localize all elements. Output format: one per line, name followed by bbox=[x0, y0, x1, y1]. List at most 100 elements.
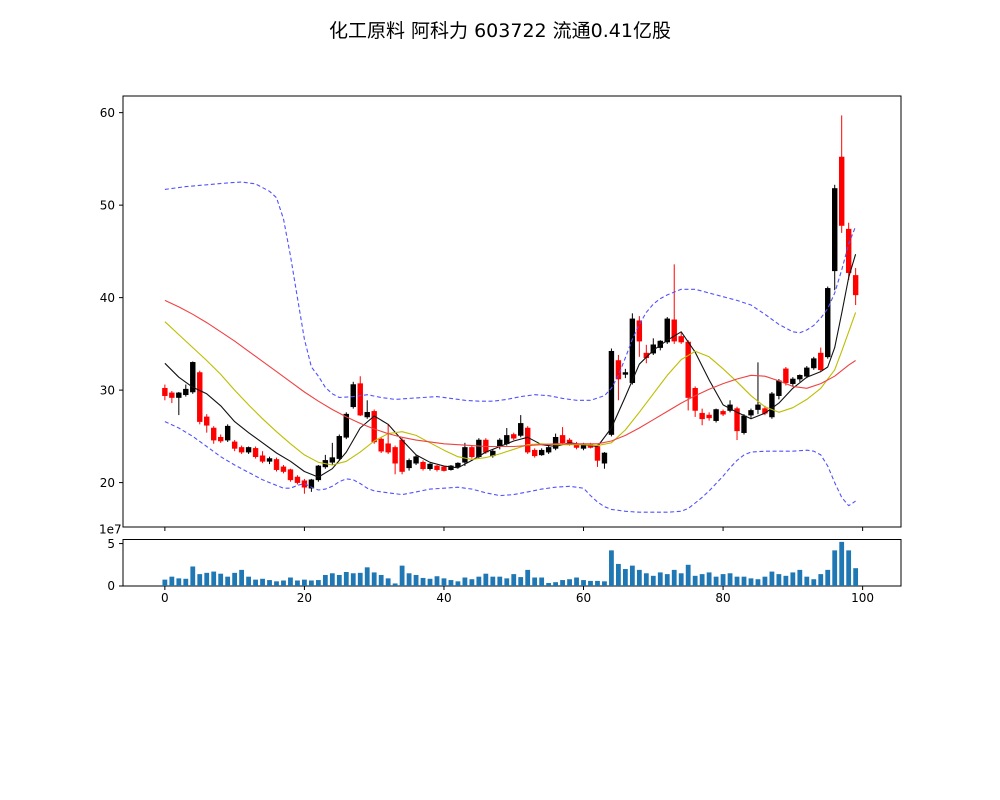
volume-bar bbox=[406, 573, 412, 586]
volume-bar bbox=[776, 574, 782, 586]
candle-down bbox=[294, 475, 301, 485]
candle-body bbox=[406, 460, 412, 469]
volume-bar bbox=[567, 579, 572, 586]
candle-body bbox=[448, 465, 454, 470]
volume-bar bbox=[636, 569, 642, 586]
candle-up bbox=[224, 424, 231, 442]
volume-bar bbox=[539, 577, 545, 586]
volume-bar bbox=[622, 569, 628, 586]
volume-bar bbox=[441, 578, 447, 586]
candle-down bbox=[392, 445, 398, 475]
volume-bar bbox=[664, 574, 670, 586]
volume-bar bbox=[769, 571, 775, 586]
candle-body bbox=[217, 436, 224, 442]
candle-down bbox=[280, 465, 287, 474]
volume-bar bbox=[190, 566, 196, 586]
volume-bar bbox=[281, 580, 286, 586]
volume-bar bbox=[727, 573, 733, 586]
volume-bar bbox=[246, 576, 251, 586]
x-tick-label: 100 bbox=[851, 591, 874, 605]
candle-up bbox=[790, 377, 796, 387]
volume-bar bbox=[804, 576, 810, 586]
volume-bar bbox=[350, 573, 356, 586]
volume-bar bbox=[315, 580, 321, 586]
volume-bar bbox=[378, 574, 384, 586]
candle-body bbox=[462, 447, 468, 463]
volume-bar bbox=[839, 541, 845, 586]
candle-up bbox=[545, 445, 552, 454]
candle-down bbox=[783, 366, 789, 386]
candle-body bbox=[197, 372, 203, 422]
candle-body bbox=[371, 411, 377, 443]
candle-body bbox=[343, 413, 349, 438]
candle-body bbox=[183, 388, 189, 396]
x-tick-label: 40 bbox=[436, 591, 451, 605]
candle-body bbox=[273, 459, 280, 470]
volume-bar bbox=[329, 573, 335, 586]
candle-down bbox=[838, 115, 845, 233]
candle-down bbox=[720, 409, 726, 417]
candle-down bbox=[204, 414, 210, 433]
candle-body bbox=[706, 414, 712, 419]
candle-body bbox=[825, 288, 831, 358]
volume-bar bbox=[853, 568, 859, 586]
candle-down bbox=[273, 457, 280, 472]
volume-bar bbox=[811, 579, 817, 586]
volume-bar bbox=[490, 576, 496, 586]
candle-body bbox=[804, 367, 810, 377]
candle-body bbox=[713, 409, 719, 421]
candle-body bbox=[545, 447, 552, 453]
candle-body bbox=[287, 469, 294, 481]
candle-down bbox=[169, 391, 175, 404]
volume-bar bbox=[832, 550, 838, 586]
candle-body bbox=[699, 412, 705, 420]
volume-bar bbox=[211, 571, 217, 586]
volume-bar bbox=[462, 577, 468, 586]
x-tick-label: 0 bbox=[161, 591, 169, 605]
volume-bar bbox=[706, 572, 712, 586]
volume-bar bbox=[343, 571, 349, 586]
volume-bar bbox=[183, 578, 189, 586]
candle-body bbox=[734, 408, 740, 432]
volume-bar bbox=[748, 578, 754, 586]
volume-bar bbox=[295, 580, 300, 586]
volume-bar bbox=[602, 581, 607, 586]
candle-up bbox=[448, 465, 454, 471]
x-tick-label: 80 bbox=[715, 591, 730, 605]
candle-up bbox=[755, 362, 761, 415]
candle-body bbox=[692, 387, 698, 411]
candle-up bbox=[462, 442, 468, 466]
candle-body bbox=[678, 336, 684, 343]
volume-bar bbox=[825, 569, 831, 586]
volume-bar bbox=[574, 577, 579, 586]
candle-down bbox=[559, 427, 566, 445]
candle-up bbox=[601, 452, 608, 469]
candle-body bbox=[204, 416, 210, 426]
candle-up bbox=[797, 374, 803, 382]
volume-y-tick-label: 0 bbox=[107, 579, 115, 593]
candle-down bbox=[301, 478, 308, 494]
candle-body bbox=[720, 411, 726, 415]
candle-body bbox=[259, 455, 266, 462]
volume-bar bbox=[511, 574, 517, 586]
candle-body bbox=[162, 387, 168, 396]
candle-body bbox=[266, 458, 273, 462]
candle-down bbox=[636, 316, 643, 357]
candle-down bbox=[643, 344, 650, 364]
volume-bar bbox=[469, 579, 475, 586]
volume-bar bbox=[253, 579, 258, 586]
candle-down bbox=[706, 412, 712, 421]
candle-up bbox=[608, 348, 615, 437]
volume-bar bbox=[685, 564, 691, 586]
candle-body bbox=[350, 384, 356, 408]
candle-up bbox=[427, 463, 433, 471]
volume-bar bbox=[504, 578, 510, 586]
candle-body bbox=[413, 456, 419, 464]
candle-body bbox=[664, 318, 670, 343]
candle-body bbox=[622, 372, 629, 375]
candle-up bbox=[748, 408, 754, 418]
candle-body bbox=[636, 320, 643, 342]
candle-body bbox=[385, 443, 391, 453]
candle-body bbox=[790, 378, 796, 384]
